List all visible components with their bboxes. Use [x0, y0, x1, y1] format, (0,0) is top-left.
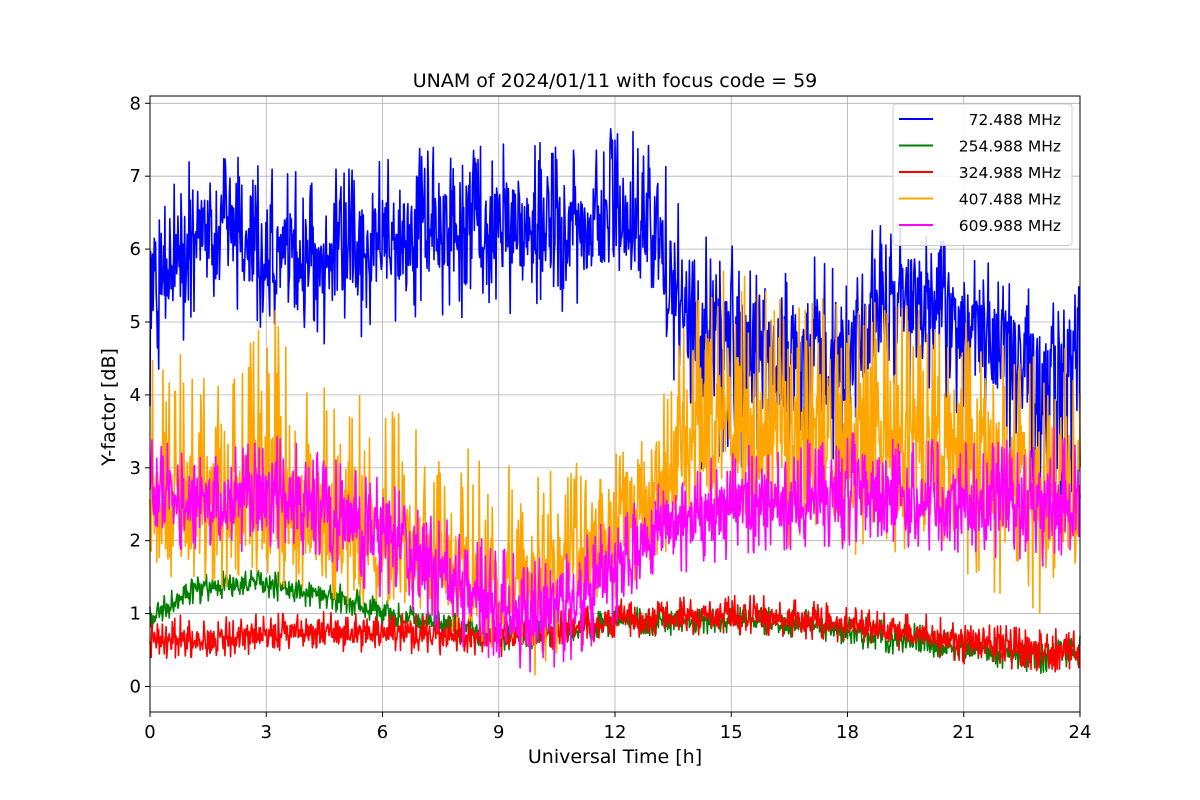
y-tick-label: 1 — [130, 604, 141, 625]
x-tick-label: 18 — [836, 722, 859, 743]
series-line-4 — [149, 270, 1081, 676]
y-tick-label: 7 — [130, 166, 141, 187]
legend-label: 324.988 MHz — [959, 164, 1061, 182]
y-tick-label: 2 — [130, 531, 141, 552]
x-tick-label: 9 — [493, 722, 504, 743]
x-tick-label: 21 — [952, 722, 975, 743]
legend-label: 609.988 MHz — [959, 217, 1061, 235]
x-tick-label: 24 — [1069, 722, 1092, 743]
series-layer — [149, 128, 1081, 676]
x-tick-label: 3 — [261, 722, 272, 743]
y-tick-label: 6 — [130, 239, 141, 260]
legend-label: 254.988 MHz — [959, 138, 1061, 156]
series-line-5 — [149, 426, 1081, 673]
x-tick-label: 15 — [720, 722, 743, 743]
legend-label: 407.488 MHz — [959, 191, 1061, 209]
legend-box — [892, 103, 1073, 246]
y-tick-label: 5 — [130, 312, 141, 333]
legend-label: 72.488 MHz — [969, 111, 1061, 129]
x-tick-label: 12 — [604, 722, 627, 743]
y-tick-label: 3 — [130, 458, 141, 479]
y-axis-label: Y-factor [dB] — [98, 348, 120, 467]
series-line-3 — [149, 594, 1081, 673]
y-tick-label: 4 — [130, 385, 141, 406]
x-axis-label: Universal Time [h] — [528, 746, 702, 768]
x-tick-label: 6 — [377, 722, 388, 743]
y-tick-label: 8 — [130, 93, 141, 114]
series-line-1 — [149, 128, 1081, 521]
x-tick-label: 0 — [144, 722, 155, 743]
chart-title: UNAM of 2024/01/11 with focus code = 59 — [413, 70, 818, 92]
y-tick-label: 0 — [130, 676, 141, 697]
legend: 72.488 MHz 254.988 MHz 324.988 MHz 407.488 … — [892, 103, 1073, 246]
